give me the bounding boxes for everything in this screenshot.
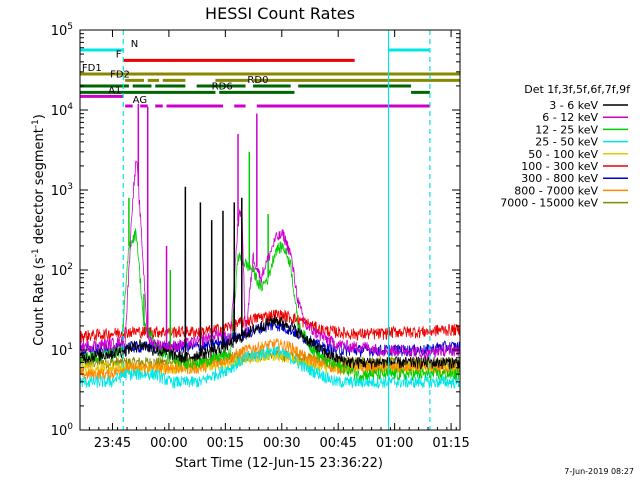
series-line xyxy=(79,309,461,343)
series-line xyxy=(79,160,461,361)
y-tick-label: 104 xyxy=(51,102,74,119)
legend-title: Det 1f,3f,5f,6f,7f,9f xyxy=(524,83,631,96)
series-line xyxy=(79,338,461,381)
x-tick-label: 00:30 xyxy=(263,436,300,451)
flag-label: RD6 xyxy=(212,81,233,92)
legend-label: 300 - 800 keV xyxy=(521,172,598,185)
x-tick-label: 00:00 xyxy=(150,436,187,451)
x-axis-label: Start Time (12-Jun-15 23:36:22) xyxy=(175,456,383,471)
plot-series xyxy=(79,103,461,389)
flag-label: AG xyxy=(133,95,147,106)
x-tick-label: 23:45 xyxy=(94,436,131,451)
legend-label: 100 - 300 keV xyxy=(521,160,598,173)
plot-frame xyxy=(79,29,461,431)
y-axis-label: Count Rate (s-1 detector segment-1) xyxy=(31,114,47,346)
flag-bars: NF FD1 FD2 RD0 RD6 AG A1 xyxy=(80,39,460,108)
x-tick-label: 00:15 xyxy=(207,436,244,451)
x-tick-label: 01:15 xyxy=(432,436,469,451)
legend-label: 3 - 6 keV xyxy=(549,99,598,112)
series-line xyxy=(79,314,461,370)
series-line xyxy=(79,346,460,389)
y-tick-label: 100 xyxy=(51,422,74,439)
marker-lines xyxy=(122,30,431,430)
flag-label: N xyxy=(131,39,138,50)
flag-label: A1 xyxy=(108,85,121,96)
footer-date: 7-Jun-2019 08:27 xyxy=(564,467,634,476)
y-tick-label: 102 xyxy=(51,262,73,279)
series-line xyxy=(79,320,461,359)
x-axis: 23:45 00:00 00:15 00:30 00:45 01:00 01:15 xyxy=(79,30,470,451)
legend-label: 7000 - 15000 keV xyxy=(500,197,598,210)
flag-label: FD1 xyxy=(82,63,102,74)
y-tick-label: 103 xyxy=(51,182,73,199)
legend-label: 12 - 25 keV xyxy=(535,123,598,136)
flag-label: FD2 xyxy=(110,69,130,80)
x-tick-label: 01:00 xyxy=(376,436,413,451)
chart-title: HESSI Count Rates xyxy=(205,4,355,23)
legend-label: 800 - 7000 keV xyxy=(514,184,598,197)
y-axis: 100 101 102 103 104 105 xyxy=(51,22,460,439)
flag-label: F xyxy=(116,49,122,60)
y-tick-label: 101 xyxy=(51,342,73,359)
flag-label: RD0 xyxy=(247,75,268,86)
legend-label: 50 - 100 keV xyxy=(528,148,598,161)
legend-label: 6 - 12 keV xyxy=(542,111,598,124)
y-tick-label: 105 xyxy=(51,22,73,39)
x-tick-label: 00:45 xyxy=(319,436,356,451)
legend-label: 25 - 50 keV xyxy=(535,136,598,149)
